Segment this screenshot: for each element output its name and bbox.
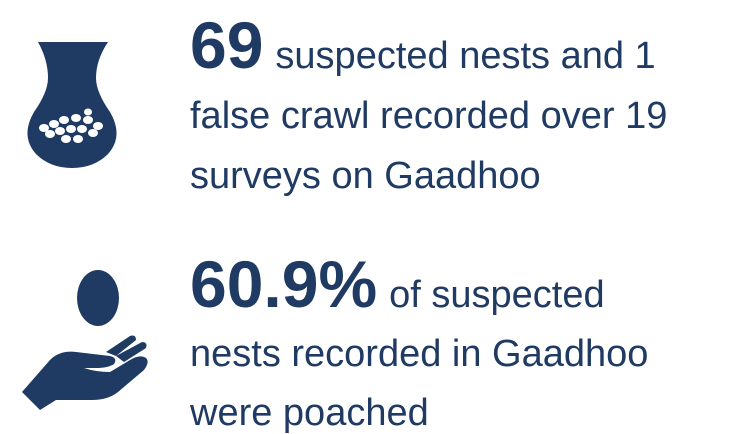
stat-text: of suspected <box>389 274 604 316</box>
hand-egg-icon <box>22 270 148 410</box>
vase-icon <box>27 42 117 168</box>
stat-number: 60.9% <box>190 247 377 321</box>
text-block: 69 suspected nests and 1 false crawl recor… <box>189 8 667 434</box>
stat-text: were poached <box>189 392 429 434</box>
stat-text: surveys on Gaadhoo <box>190 155 541 197</box>
stat-text: suspected nests and 1 <box>275 35 655 77</box>
stat-number: 69 <box>190 8 263 82</box>
stat-text: nests recorded in Gaadhoo <box>190 333 648 375</box>
stat-text: false crawl recorded over 19 <box>190 95 667 137</box>
